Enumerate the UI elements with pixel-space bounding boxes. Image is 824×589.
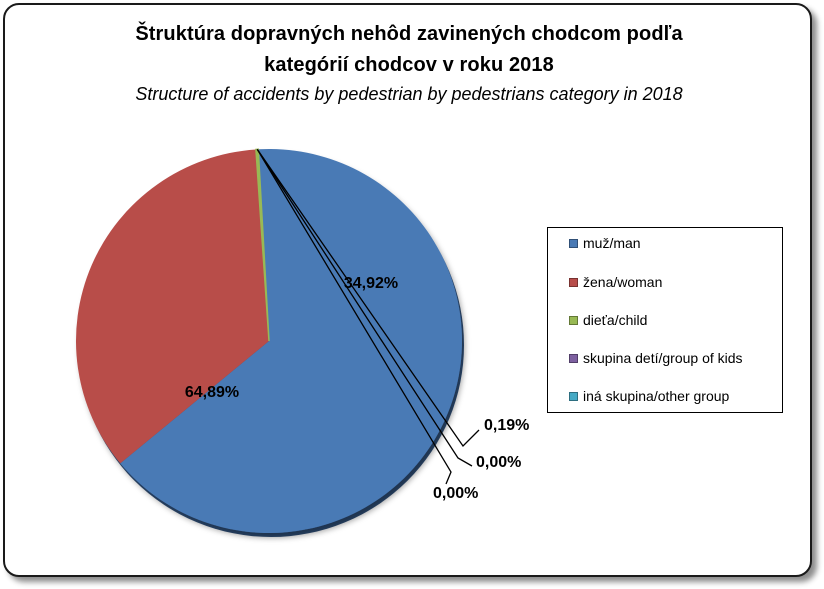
leader-line — [256, 149, 452, 485]
chart-title-line1: Štruktúra dopravných nehôd zavinených ch… — [135, 23, 683, 45]
legend-swatch — [569, 353, 578, 363]
legend-item: iná skupina/other group — [569, 388, 729, 404]
legend-swatch — [569, 277, 578, 287]
legend-item: skupina detí/group of kids — [569, 350, 743, 366]
legend-label: skupina detí/group of kids — [583, 350, 743, 366]
legend-item: muž/man — [569, 235, 641, 251]
legend-swatch — [569, 315, 578, 325]
legend-label: dieťa/child — [583, 312, 648, 328]
data-label: 0,00% — [433, 485, 478, 502]
legend: muž/man žena/woman dieťa/child skupina detí… — [547, 227, 783, 413]
legend-label: muž/man — [583, 235, 641, 251]
data-label: 0,19% — [484, 417, 529, 434]
legend-item: dieťa/child — [569, 312, 647, 328]
data-label: 64,89% — [185, 384, 239, 401]
pie-slice — [75, 149, 269, 464]
chart-subtitle: Structure of accidents by pedestrian by … — [135, 84, 683, 104]
legend-swatch — [569, 238, 578, 248]
legend-item: žena/woman — [569, 274, 662, 290]
pie-slice — [255, 148, 270, 342]
leader-line — [256, 149, 480, 448]
chart-title-line2: kategórií chodcov v roku 2018 — [264, 54, 554, 76]
data-label: 0,00% — [476, 454, 521, 471]
legend-label: iná skupina/other group — [583, 388, 730, 404]
leader-line — [256, 149, 473, 467]
legend-label: žena/woman — [583, 274, 663, 290]
pie-slices — [75, 148, 462, 534]
legend-swatch — [569, 391, 578, 401]
pie-slice — [120, 149, 462, 534]
data-label: 34,92% — [344, 275, 398, 292]
pie-labels: 64,89% 34,92% 0,19% 0,00% 0,00% — [185, 149, 529, 502]
